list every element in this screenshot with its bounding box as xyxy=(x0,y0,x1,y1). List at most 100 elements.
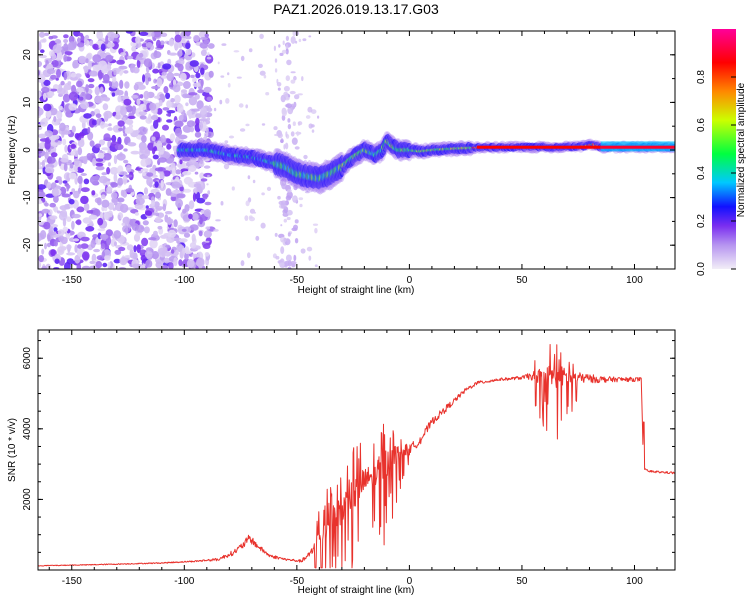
noise-blob xyxy=(317,115,320,119)
noise-blob xyxy=(292,196,297,201)
noise-blob xyxy=(125,119,134,125)
noise-blob xyxy=(292,31,296,37)
noise-blob xyxy=(185,102,189,107)
noise-blob xyxy=(299,203,303,208)
noise-blob xyxy=(199,160,203,165)
noise-blob xyxy=(89,260,96,265)
y-tick-label: 2000 xyxy=(22,488,33,511)
noise-blob xyxy=(51,60,59,68)
noise-blob xyxy=(248,48,253,53)
noise-blob xyxy=(286,216,291,221)
noise-blob xyxy=(283,85,290,92)
colorbar-ticks: 0.0 0.2 0.4 0.6 0.8 xyxy=(696,70,736,276)
noise-blob xyxy=(303,154,308,160)
noise-blob xyxy=(47,156,56,164)
noise-blob xyxy=(192,77,197,83)
colorbar-tick-label: 0.2 xyxy=(696,214,707,228)
noise-blob xyxy=(181,228,187,232)
noise-blob xyxy=(58,157,62,167)
noise-blob xyxy=(166,138,171,144)
noise-blob xyxy=(148,113,152,123)
noise-blob xyxy=(87,78,95,83)
noise-blob xyxy=(75,73,82,78)
noise-blob xyxy=(123,98,132,106)
noise-blob xyxy=(280,139,284,143)
noise-blob xyxy=(41,160,46,168)
noise-blob xyxy=(88,83,95,89)
noise-blob xyxy=(73,190,80,199)
noise-blob xyxy=(166,119,173,123)
noise-blob xyxy=(54,180,60,183)
noise-blob xyxy=(38,60,42,68)
noise-blob xyxy=(228,135,235,139)
noise-blob xyxy=(177,50,183,57)
noise-blob xyxy=(106,186,113,193)
noise-blob xyxy=(92,158,97,167)
noise-blob xyxy=(282,40,285,46)
noise-blob xyxy=(152,31,162,38)
noise-blob xyxy=(153,230,158,236)
noise-blob xyxy=(202,121,207,131)
noise-blob xyxy=(77,175,83,184)
noise-blob xyxy=(83,203,90,211)
noise-blob xyxy=(220,201,224,206)
noise-blob xyxy=(38,184,46,190)
noise-blob xyxy=(132,67,140,74)
noise-blob xyxy=(173,219,178,228)
noise-blob xyxy=(285,254,292,262)
noise-blob xyxy=(294,238,299,244)
noise-blob xyxy=(206,56,212,60)
noise-blob xyxy=(112,125,121,133)
noise-blob xyxy=(53,195,59,203)
noise-blob xyxy=(42,92,47,101)
noise-blob xyxy=(111,192,118,200)
noise-blob xyxy=(89,265,94,269)
noise-blob xyxy=(98,175,108,184)
x-tick-label: 50 xyxy=(516,576,528,587)
noise-blob xyxy=(90,239,96,249)
noise-blob xyxy=(113,230,122,239)
noise-blob xyxy=(192,192,197,202)
noise-blob xyxy=(80,173,88,176)
noise-blob xyxy=(314,264,318,268)
noise-blob xyxy=(287,260,292,267)
noise-blob xyxy=(188,96,198,106)
noise-blob xyxy=(47,234,51,242)
noise-blob xyxy=(220,75,225,78)
noise-blob xyxy=(100,243,106,250)
spectrogram-ridge xyxy=(175,131,675,195)
noise-blob xyxy=(117,177,124,186)
noise-blob xyxy=(136,244,141,254)
x-tick-label: 0 xyxy=(407,275,413,286)
noise-blob xyxy=(107,261,111,267)
noise-blob xyxy=(39,191,46,198)
noise-blob xyxy=(38,90,41,99)
snr-axes: -150 -100 -50 0 50 100 2000 4000 6000 xyxy=(22,330,675,587)
noise-blob xyxy=(50,74,57,80)
noise-blob xyxy=(149,239,158,249)
noise-blob xyxy=(61,193,71,198)
noise-blob xyxy=(199,42,209,49)
noise-blob xyxy=(225,98,230,104)
noise-blob xyxy=(202,243,211,249)
noise-blob xyxy=(95,113,102,118)
noise-blob xyxy=(163,86,169,94)
x-tick-label: -50 xyxy=(290,275,305,286)
noise-blob xyxy=(111,92,116,97)
noise-blob xyxy=(113,33,119,39)
noise-blob xyxy=(265,92,270,96)
noise-blob xyxy=(78,55,87,64)
noise-blob xyxy=(81,91,86,96)
noise-blob xyxy=(206,183,209,186)
noise-blob xyxy=(277,195,281,200)
noise-blob xyxy=(281,182,287,190)
noise-blob xyxy=(275,255,280,260)
noise-blob xyxy=(179,159,183,165)
noise-blob xyxy=(154,216,162,223)
noise-blob xyxy=(113,173,118,183)
noise-blob xyxy=(151,31,155,38)
noise-blob xyxy=(219,99,223,105)
noise-blob xyxy=(68,198,75,205)
x-tick-label: 100 xyxy=(626,275,643,286)
